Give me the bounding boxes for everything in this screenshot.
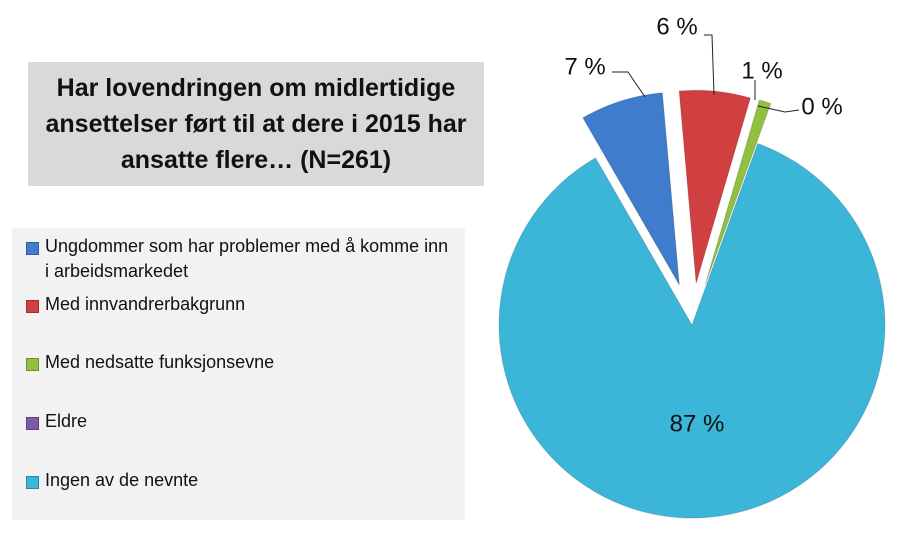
leader-line (704, 34, 715, 96)
legend-item: Med innvandrerbakgrunn (26, 292, 245, 317)
pie-slice (704, 99, 772, 286)
data-label: 6 % (656, 13, 697, 40)
leader-line (757, 105, 800, 113)
legend-label: Med innvandrerbakgrunn (45, 294, 246, 314)
legend-item: Eldre (26, 409, 87, 434)
legend-swatch-red (26, 300, 39, 313)
chart-title-box: Har lovendringen om midlertidige ansette… (28, 62, 484, 186)
legend-swatch-cyan (26, 476, 39, 489)
legend-label: Eldre (45, 411, 88, 431)
data-label: 87 % (670, 410, 725, 437)
data-label: 1 % (741, 57, 782, 84)
legend-swatch-green (26, 358, 39, 371)
pie-slice (498, 142, 886, 519)
legend-label: Ingen av de nevnte (45, 470, 199, 490)
leader-line (612, 71, 646, 98)
legend: Ungdommer som har problemer med å komme … (12, 228, 465, 520)
legend-swatch-blue (26, 242, 39, 255)
legend-item: Ingen av de nevnte (26, 468, 198, 493)
legend-label: Ungdommer som har problemer med å komme … (45, 236, 449, 281)
data-label: 0 % (801, 93, 842, 120)
legend-item: Ungdommer som har problemer med å komme … (26, 234, 456, 284)
pie-slice (678, 89, 752, 284)
legend-label: Med nedsatte funksjonsevne (45, 352, 275, 372)
legend-swatch-purple (26, 417, 39, 430)
chart-title: Har lovendringen om midlertidige ansette… (45, 74, 467, 174)
legend-item: Med nedsatte funksjonsevne (26, 350, 274, 375)
data-label: 7 % (564, 53, 605, 80)
pie-slice (582, 92, 680, 286)
